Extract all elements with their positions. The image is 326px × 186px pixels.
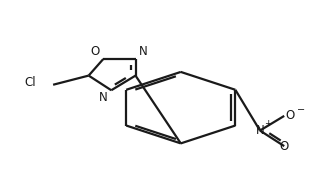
Text: O: O xyxy=(91,45,100,58)
Text: −: − xyxy=(296,105,304,115)
Text: +: + xyxy=(264,119,271,128)
Text: O: O xyxy=(280,140,289,153)
Text: N: N xyxy=(139,45,148,58)
Text: Cl: Cl xyxy=(25,76,36,89)
Text: O: O xyxy=(286,109,295,122)
Text: N: N xyxy=(256,124,264,137)
Text: N: N xyxy=(99,91,108,104)
